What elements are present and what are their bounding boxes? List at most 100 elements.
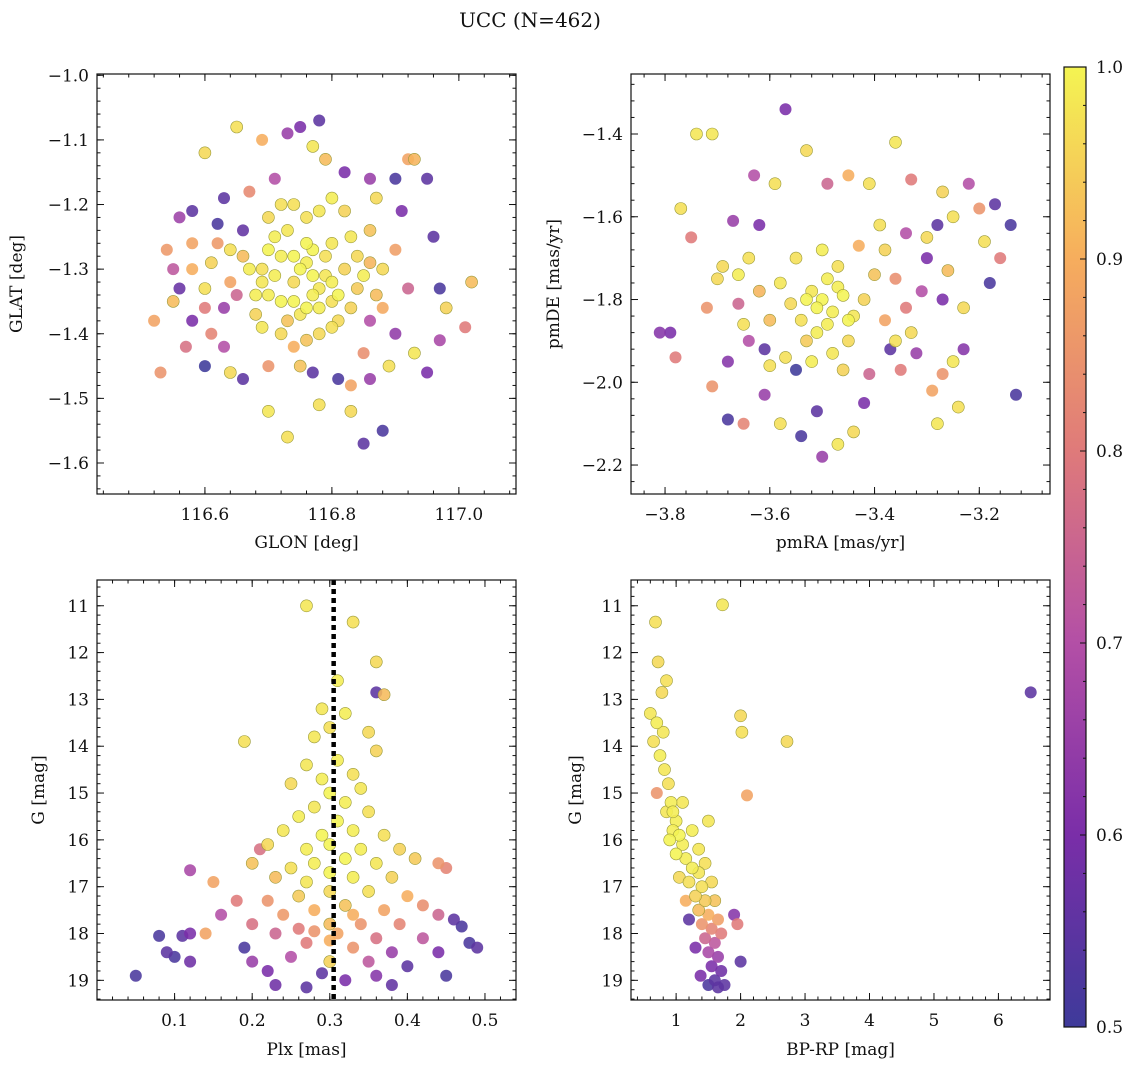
scatter-point — [408, 852, 422, 865]
scatter-point — [316, 967, 328, 980]
y-tick-label: −2.0 — [582, 373, 623, 393]
scatter-point — [256, 133, 269, 146]
scatter-point — [319, 153, 332, 166]
x-tick-label: −3.2 — [959, 505, 1000, 525]
scatter-point — [331, 927, 344, 940]
scatter-point — [402, 282, 415, 295]
plot-frame — [96, 73, 517, 495]
scatter-point — [284, 861, 298, 875]
scatter-point — [246, 955, 259, 968]
scatter-point — [230, 120, 243, 134]
x-tick-label: −3.6 — [749, 505, 790, 525]
scatter-point — [198, 146, 212, 160]
scatter-point — [689, 941, 702, 954]
scatter-point — [836, 289, 850, 302]
scatter-point — [364, 172, 376, 185]
scatter-point — [377, 828, 391, 842]
scatter-point — [315, 828, 329, 842]
x-tick-label: 6 — [993, 1011, 1004, 1031]
scatter-point — [742, 251, 756, 265]
scatter-point — [676, 796, 689, 809]
scatter-point — [268, 172, 281, 185]
scatter-point — [432, 857, 445, 870]
scatter-point — [224, 276, 237, 289]
scatter-point — [224, 366, 237, 379]
scatter-point — [261, 965, 274, 977]
scatter-point — [377, 688, 391, 702]
scatter-point — [664, 326, 677, 339]
scatter-point — [307, 800, 321, 814]
scatter-point — [647, 735, 660, 748]
scatter-point — [287, 295, 301, 308]
scatter-point — [816, 450, 829, 463]
scatter-point — [780, 735, 794, 748]
scatter-point — [236, 249, 250, 263]
scatter-point — [669, 847, 683, 861]
scatter-series — [148, 114, 478, 450]
scatter-series — [653, 103, 1022, 463]
scatter-point — [432, 908, 445, 921]
y-tick-label: 19 — [601, 971, 623, 991]
scatter-point — [237, 373, 249, 385]
scatter-point — [773, 417, 787, 431]
scatter-point — [702, 814, 715, 828]
scatter-point — [904, 326, 918, 339]
scatter-point — [779, 351, 792, 364]
scatter-point — [721, 413, 734, 426]
scatter-point — [378, 904, 391, 917]
scatter-point — [261, 894, 274, 907]
scatter-point — [153, 929, 166, 942]
scatter-point — [712, 950, 724, 963]
scatter-point — [362, 955, 375, 968]
scatter-point — [262, 243, 275, 257]
y-tick-label: −1.8 — [582, 291, 623, 311]
scatter-point — [649, 615, 662, 629]
scatter-point — [737, 417, 750, 430]
scatter-point — [1024, 686, 1037, 699]
scatter-point — [674, 202, 688, 215]
scatter-point — [753, 219, 766, 231]
scatter-point — [230, 289, 243, 301]
scatter-point — [211, 237, 224, 250]
scatter-point — [262, 360, 275, 373]
scatter-point — [440, 969, 453, 982]
scatter-point — [700, 301, 713, 314]
scatter-point — [338, 707, 352, 720]
scatter-point — [300, 599, 313, 613]
scatter-point — [826, 305, 839, 319]
scatter-point — [237, 224, 249, 237]
scatter-point — [773, 276, 787, 290]
scatter-point — [706, 380, 719, 393]
scatter-point — [385, 946, 398, 959]
scatter-point — [205, 256, 218, 270]
scatter-point — [262, 404, 275, 418]
scatter-point — [416, 899, 429, 912]
scatter-point — [742, 334, 755, 347]
scatter-point — [821, 317, 834, 331]
scatter-point — [186, 237, 199, 250]
scatter-point — [653, 749, 667, 762]
scatter-point — [842, 334, 855, 348]
scatter-point — [973, 202, 986, 215]
x-axis-label: GLON [deg] — [254, 533, 358, 553]
scatter-point — [447, 913, 460, 926]
colorbar-tick-label: 1.0 — [1096, 58, 1123, 78]
scatter-point — [455, 920, 468, 933]
scatter-point — [669, 351, 682, 364]
scatter-point — [312, 301, 326, 315]
scatter-point — [338, 899, 352, 912]
scatter-point — [439, 301, 453, 315]
scatter-point — [395, 205, 408, 217]
scatter-point — [685, 861, 699, 875]
scatter-point — [249, 308, 262, 321]
figure-title: UCC (N=462) — [459, 8, 601, 32]
x-tick-label: −3.4 — [854, 505, 895, 525]
scatter-point — [946, 355, 960, 368]
scatter-point — [732, 268, 745, 282]
scatter-point — [465, 275, 478, 289]
scatter-point — [694, 969, 707, 982]
scatter-point — [325, 191, 339, 205]
scatter-point — [679, 894, 692, 907]
scatter-point — [306, 366, 319, 379]
scatter-point — [338, 166, 351, 179]
